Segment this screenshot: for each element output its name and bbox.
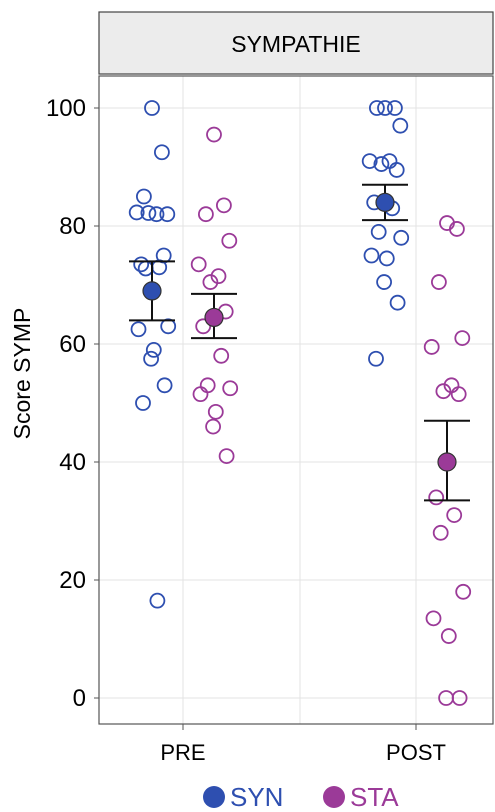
data-point-sta <box>190 256 207 273</box>
data-point-syn <box>386 100 403 116</box>
data-point-syn <box>156 377 173 394</box>
y-axis: 0 20 40 60 80 100 <box>46 95 99 712</box>
chart-title: SYMPATHIE <box>231 31 361 57</box>
data-point-sta <box>454 330 471 347</box>
mean-marker-sta <box>437 452 457 472</box>
data-point-syn <box>135 395 151 411</box>
data-point-syn <box>133 256 150 273</box>
data-points <box>128 100 472 706</box>
plot-border <box>98 75 494 725</box>
data-point-syn <box>153 144 170 161</box>
x-axis: PRE POST <box>160 724 446 765</box>
data-point-syn <box>130 321 147 338</box>
mean-marker-syn <box>142 281 162 301</box>
data-point-syn <box>389 294 406 311</box>
data-point-syn <box>373 156 390 172</box>
y-tick-label: 60 <box>59 331 86 358</box>
data-point-syn <box>377 100 393 116</box>
data-point-sta <box>205 418 222 435</box>
y-tick-label: 100 <box>46 95 86 122</box>
data-point-syn <box>149 592 166 609</box>
data-point-syn <box>393 229 410 246</box>
data-point-syn <box>368 350 384 367</box>
y-tick-label: 40 <box>59 449 86 476</box>
data-point-sta <box>455 583 472 600</box>
data-point-sta <box>206 126 222 143</box>
data-point-sta <box>450 386 467 403</box>
data-point-sta <box>221 232 238 249</box>
legend-swatch-syn <box>203 786 225 808</box>
data-point-sta <box>207 403 224 420</box>
data-point-syn <box>370 223 387 240</box>
data-point-syn <box>145 341 162 358</box>
data-point-sta <box>440 628 457 644</box>
data-point-syn <box>143 350 160 367</box>
data-point-syn <box>363 247 380 264</box>
plot-frame <box>98 75 494 725</box>
x-tick-label: POST <box>386 740 446 765</box>
data-point-syn <box>159 206 176 223</box>
data-point-sta <box>210 268 227 285</box>
data-point-syn <box>144 100 160 116</box>
data-point-sta <box>197 206 214 223</box>
data-point-sta <box>428 489 445 506</box>
data-point-syn <box>388 162 405 178</box>
y-tick-label: 0 <box>73 685 86 712</box>
legend-label-syn: SYN <box>230 782 283 812</box>
data-point-sta <box>222 380 239 397</box>
y-tick-label: 80 <box>59 213 86 240</box>
data-point-syn <box>392 117 409 134</box>
data-point-sta <box>425 610 442 627</box>
data-point-syn <box>368 100 385 116</box>
data-point-sta <box>423 339 440 355</box>
data-point-sta <box>215 197 232 214</box>
data-point-syn <box>376 274 393 290</box>
data-point-sta <box>438 690 455 706</box>
mean-marker-syn <box>375 192 395 212</box>
data-point-syn <box>128 204 145 221</box>
data-point-syn <box>148 206 165 223</box>
data-point-syn <box>140 205 157 221</box>
data-point-sta <box>435 383 452 400</box>
grid <box>99 76 493 724</box>
mean-markers <box>142 192 457 472</box>
legend: SYN STA <box>203 782 399 812</box>
data-point-sta <box>202 274 219 290</box>
data-point-sta <box>195 318 212 335</box>
data-point-sta <box>218 448 235 465</box>
data-point-sta <box>213 347 230 364</box>
data-point-sta <box>192 386 209 403</box>
data-point-syn <box>378 250 395 267</box>
data-point-syn <box>137 260 154 277</box>
data-point-sta <box>446 507 463 523</box>
data-point-sta <box>432 524 449 541</box>
y-axis-title: Score SYMP <box>9 308 35 440</box>
x-tick-label: PRE <box>160 740 205 765</box>
data-point-syn <box>361 153 378 170</box>
mean-marker-sta <box>204 307 224 328</box>
data-point-sta <box>451 690 468 706</box>
title-strip-box <box>98 11 494 75</box>
title-strip: SYMPATHIE <box>98 11 494 75</box>
data-point-sta <box>430 274 447 290</box>
legend-swatch-sta <box>323 786 345 808</box>
y-tick-label: 20 <box>59 567 86 594</box>
error-bars <box>129 183 470 502</box>
legend-label-sta: STA <box>350 782 399 812</box>
data-point-syn <box>160 318 177 335</box>
data-point-syn <box>135 188 152 205</box>
data-point-sta <box>448 221 465 237</box>
